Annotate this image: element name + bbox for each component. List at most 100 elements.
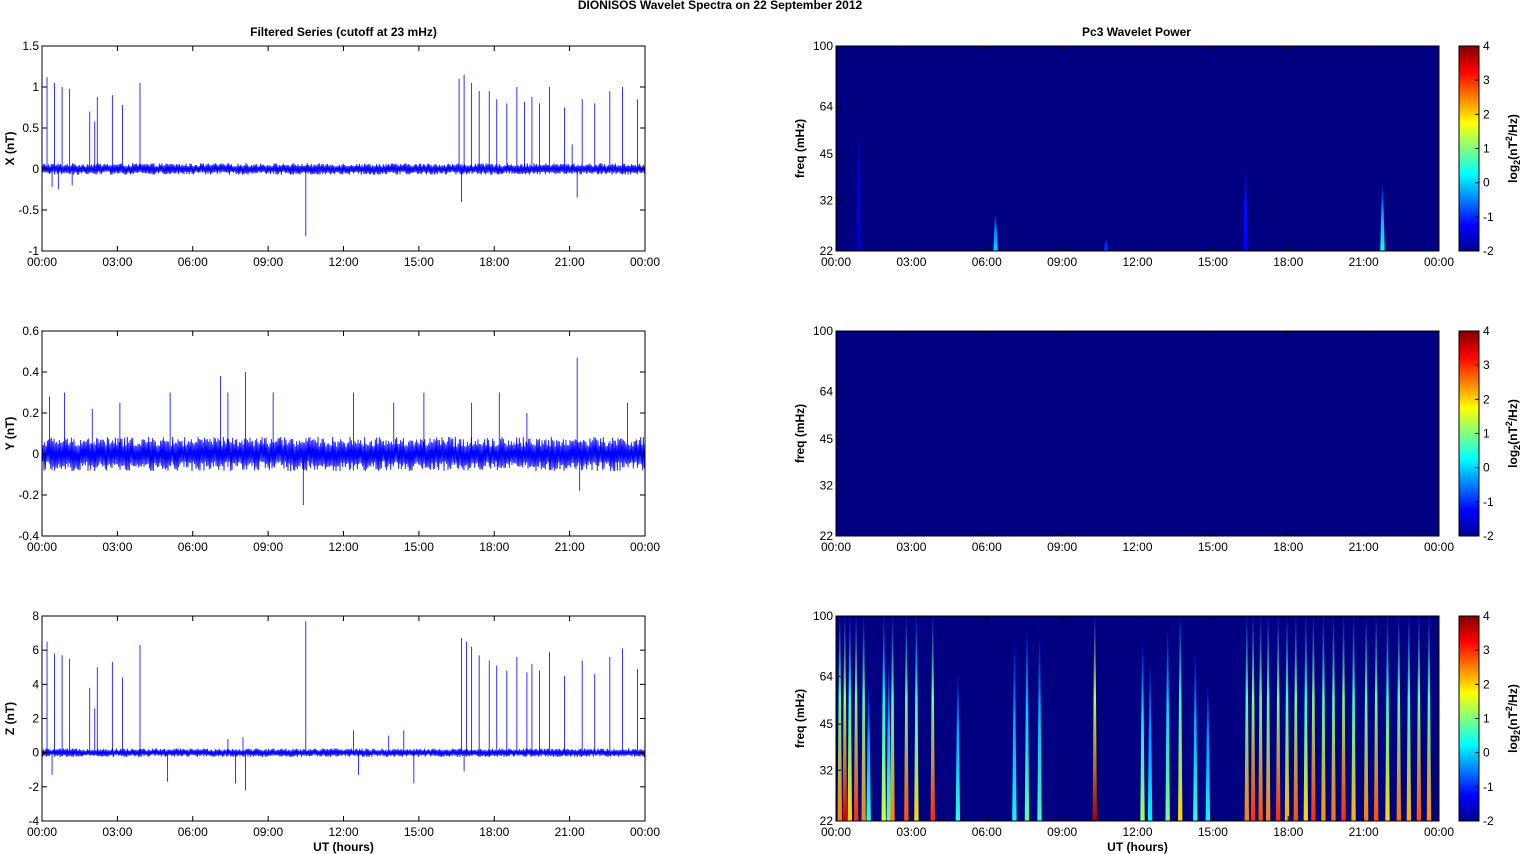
series-panel-z-xtick-label: 09:00 [253, 825, 283, 839]
power-panel-z-colorbar-tick-label: 4 [1483, 609, 1490, 623]
series-panel-z-ytick-label: 4 [32, 677, 39, 691]
series-panel-x-xtick-label: 00:00 [630, 255, 660, 269]
power-panel-y-xtick-label: 18:00 [1273, 540, 1303, 554]
power-panel-z-event [847, 616, 853, 821]
power-panel-z-event [1426, 616, 1432, 821]
power-panel-x-colorbar-tick-label: -1 [1483, 210, 1494, 224]
power-panel-z-xtick-label: 00:00 [1424, 825, 1454, 839]
power-panel-z-event [1351, 616, 1356, 821]
power-panel-y-ytick-label: 22 [820, 529, 834, 543]
series-panel-z-xtick-label: 21:00 [555, 825, 585, 839]
power-panel-z-event [1024, 630, 1030, 821]
power-panel-x-xtick-label: 00:00 [1424, 255, 1454, 269]
power-panel-x-xtick-label: 18:00 [1273, 255, 1303, 269]
series-panel-y-xtick-label: 00:00 [27, 540, 57, 554]
power-panel-y-colorbar-tick-label: 4 [1483, 324, 1490, 338]
power-panel-z-event [955, 674, 961, 821]
series-panel-z-xtick-label: 18:00 [479, 825, 509, 839]
power-panel-y-ylabel: freq (mHz) [793, 404, 807, 463]
power-panel-z-event [1373, 616, 1379, 821]
series-panel-z-ytick-label: 8 [32, 609, 39, 623]
power-panel-z-event [1276, 616, 1281, 821]
series-panel-y-xtick-label: 03:00 [102, 540, 132, 554]
power-panel-y-colorbar-tick-label: -2 [1483, 529, 1494, 543]
power-panel-z-event [1037, 638, 1042, 821]
power-panel-z-event [930, 616, 935, 821]
power-panel-y-colorbar-tick-label: 3 [1483, 358, 1490, 372]
power-panel-y-colorbar-tick-label: -1 [1483, 495, 1494, 509]
power-panel-y-xtick-label: 03:00 [896, 540, 926, 554]
power-panel-z-event [1363, 616, 1369, 821]
power-panel-x-colorbar [1459, 46, 1479, 251]
series-panel-x-xtick-label: 15:00 [404, 255, 434, 269]
power-panel-z-colorbar-tick-label: 3 [1483, 643, 1490, 657]
power-panel-z-event [1385, 616, 1390, 821]
power-panel-y-colorbar-tick-label: 1 [1483, 427, 1490, 441]
power-panel-z-colorbar-tick-label: -1 [1483, 780, 1494, 794]
power-panel-x-xtick-label: 03:00 [896, 255, 926, 269]
power-panel-z-event [1396, 616, 1401, 821]
power-panel-z-ytick-label: 100 [813, 609, 833, 623]
series-panel-y: -0.4 -0.2 0 0.2 0.4 0.6 Y (nT) 00:00 03:00 06:00 0… [3, 324, 660, 554]
power-panel-y-colorbar-label: log2(nT2/Hz) [1504, 399, 1522, 468]
power-panel-z-colorbar [1459, 616, 1479, 821]
power-panel-y-ytick-label: 32 [820, 478, 834, 492]
power-panel-z-event [886, 664, 891, 821]
series-panel-z-ytick-label: 6 [32, 643, 39, 657]
power-panel-x-colorbar-tick-label: 4 [1483, 39, 1490, 53]
power-panel-z-event [853, 616, 859, 821]
series-panel-y-frame [41, 330, 646, 537]
power-panel-z-colorbar-tick-label: 2 [1483, 677, 1490, 691]
power-panel-y-ytick-label: 100 [813, 324, 833, 338]
power-panel-z-xtick-label: 06:00 [972, 825, 1002, 839]
power-panel-z-event [1284, 616, 1290, 821]
power-panel-z-ytick-label: 22 [820, 814, 834, 828]
power-panel-z-event [1331, 616, 1336, 821]
power-panel-z-xtick-label: 18:00 [1273, 825, 1303, 839]
power-panel-z-event [1293, 616, 1298, 821]
power-panel-z-event [1178, 616, 1183, 821]
series-panel-y-xtick-label: 00:00 [630, 540, 660, 554]
power-panel-x-xtick-label: 12:00 [1122, 255, 1152, 269]
series-panel-y-ytick-label: 0.4 [22, 365, 39, 379]
series-panel-z-xtick-label: 15:00 [404, 825, 434, 839]
power-panel-z-xtick-label: 03:00 [896, 825, 926, 839]
power-panel-z-xtick-label: 15:00 [1198, 825, 1228, 839]
series-panel-z-ytick-label: -4 [28, 814, 39, 828]
power-panel-z-ylabel: freq (mHz) [793, 689, 807, 748]
series-panel-y-ytick-label: 0.6 [22, 324, 39, 338]
power-panel-x-xtick-label: 09:00 [1047, 255, 1077, 269]
power-panel-z-event [1012, 646, 1017, 821]
power-panel-z-event [904, 616, 909, 821]
power-panel-y-xtick-label: 09:00 [1047, 540, 1077, 554]
power-panel-z-event [1341, 616, 1346, 821]
power-panel-z-ytick-label: 45 [820, 717, 834, 731]
power-panel-x-event [1103, 239, 1109, 251]
power-panel-y-xtick-label: 00:00 [821, 540, 851, 554]
series-panel-z-ytick-label: 2 [32, 712, 39, 726]
series-panel-z: -4 -2 0 2 4 6 8 Z (nT) 00:00 03:00 06:00 09:00 12:00… [3, 609, 660, 854]
power-panel-y-colorbar-tick-label: 0 [1483, 461, 1490, 475]
power-panel-x-xtick-label: 06:00 [972, 255, 1002, 269]
power-panel-z-event [1250, 616, 1256, 821]
power-panel-y-ytick-label: 64 [820, 384, 834, 398]
series-panel-z-xtick-label: 00:00 [27, 825, 57, 839]
power-panel-x-xtick-label: 15:00 [1198, 255, 1228, 269]
power-panel-y-xtick-label: 15:00 [1198, 540, 1228, 554]
series-panel-x-xtick-label: 18:00 [479, 255, 509, 269]
series-panel-y-ytick-label: -0.2 [18, 488, 39, 502]
series-panel-z-trace [41, 748, 646, 758]
power-panel-z-event [1193, 654, 1198, 821]
power-panel-x-event [856, 139, 861, 251]
left-column-title: Filtered Series (cutoff at 23 mHz) [250, 25, 437, 39]
power-panel-y-xtick-label: 06:00 [972, 540, 1002, 554]
power-panel-z-event [914, 616, 919, 821]
power-panel-z-event [1265, 616, 1271, 821]
power-panel-z-background [836, 616, 1439, 821]
power-panel-z-xlabel: UT (hours) [1107, 840, 1168, 854]
power-panel-z-event [1140, 646, 1145, 821]
power-panel-y-xtick-label: 21:00 [1349, 540, 1379, 554]
series-panel-z-frame [41, 615, 646, 822]
